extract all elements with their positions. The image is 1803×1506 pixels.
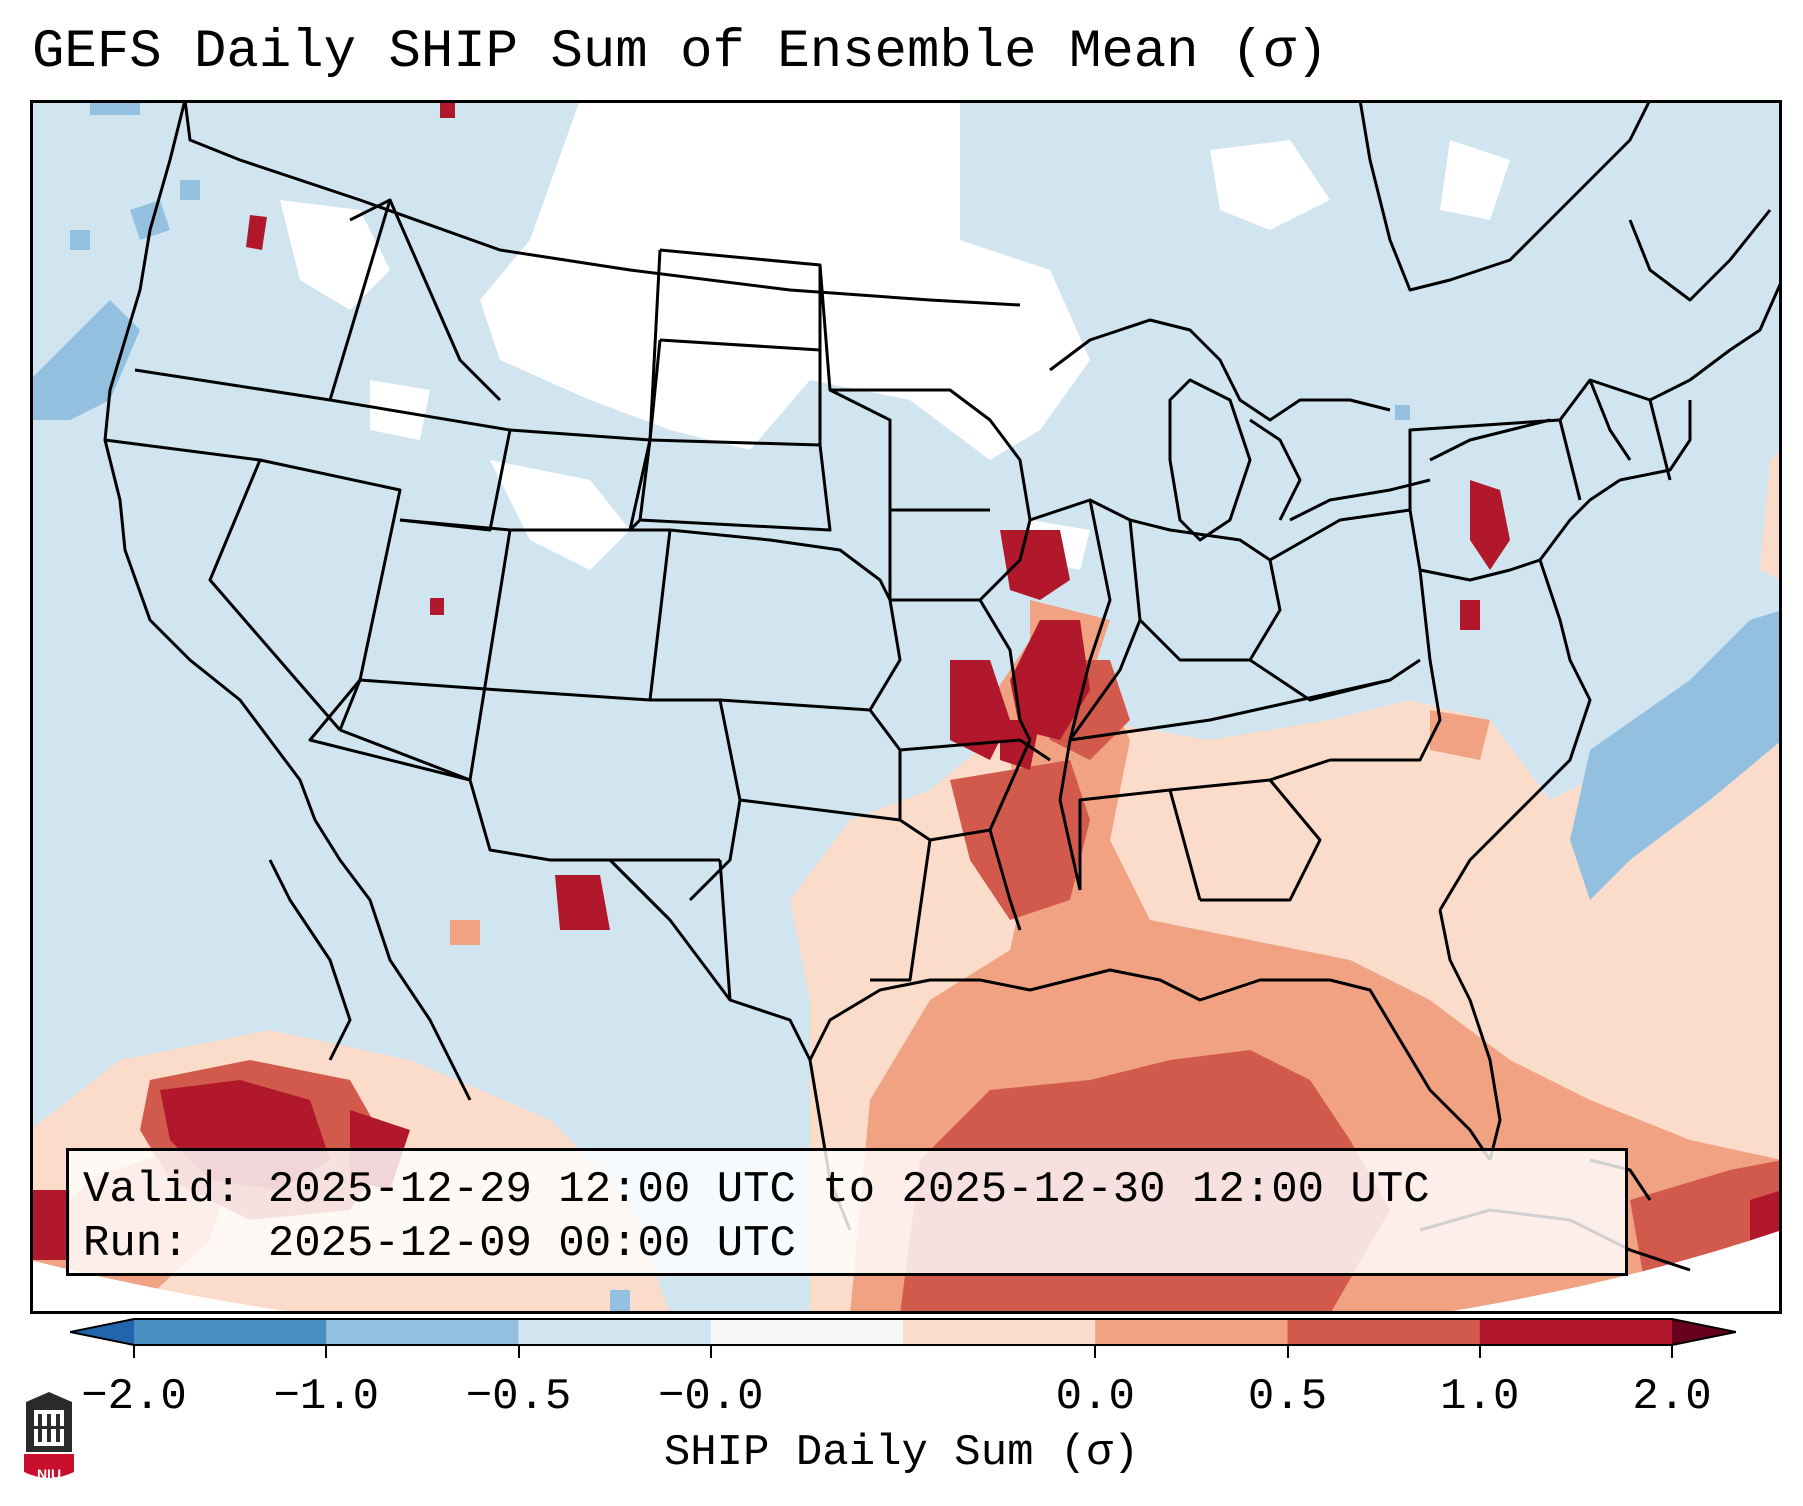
colorbar-tick [1671,1346,1673,1358]
colorbar-segment [326,1319,519,1345]
colorbar-tick [1094,1346,1097,1358]
colorbar-tick-label: 1.0 [1440,1372,1520,1422]
niu-logo: NIU [20,1392,78,1484]
state-boundaries [103,100,1782,1272]
colorbar-segment [134,1319,327,1345]
colorbar-tick-label: 0.0 [1055,1372,1135,1422]
colorbar-svg [69,1318,1737,1346]
colorbar-label: SHIP Daily Sum (σ) [663,1428,1140,1478]
colorbar-extend-high [1672,1319,1736,1345]
map-svg [30,100,1782,1314]
valid-label: Valid: [83,1165,242,1215]
colorbar-tick-label: 2.0 [1632,1372,1712,1422]
niu-logo-text: NIU [36,1466,62,1482]
valid-run-infobox: Valid: 2025-12-29 12:00 UTC to 2025-12-3… [66,1148,1628,1276]
field-extreme-positive [30,100,1782,1314]
colorbar-extend-low [70,1319,134,1345]
colorbar-segment [710,1319,904,1345]
map-panel [30,100,1782,1314]
field-negative [30,100,1782,1314]
colorbar-ticks: −2.0 −1.0 −0.5 −0.0 0.0 0.5 1.0 2.0 [0,1346,1803,1422]
valid-value: 2025-12-29 12:00 UTC to 2025-12-30 12:00… [267,1165,1430,1215]
colorbar-tick [1286,1346,1289,1358]
colorbar-segment [518,1319,712,1345]
projection-edge [30,1230,1782,1314]
map-frame [30,100,1782,1314]
colorbar-tick-label: −0.0 [657,1372,764,1422]
colorbar-segment [1287,1319,1481,1345]
niu-logo-mark [24,1392,74,1478]
colorbar-tick-label: −0.5 [465,1372,572,1422]
colorbar-segment [903,1319,1096,1345]
colorbar-tick-label: −1.0 [273,1372,380,1422]
colorbar-tick [133,1346,135,1358]
colorbar [69,1318,1737,1346]
colorbar-tick [1478,1346,1481,1358]
colorbar-tick-label: −2.0 [81,1372,187,1422]
colorbar-segment [1095,1319,1288,1345]
map-title: GEFS Daily SHIP Sum of Ensemble Mean (σ) [32,22,1329,83]
run-label: Run: [83,1219,189,1269]
colorbar-tick [709,1346,712,1358]
run-value: 2025-12-09 00:00 UTC [267,1219,796,1269]
colorbar-segment [1479,1319,1673,1345]
colorbar-tick-label: 0.5 [1247,1372,1328,1422]
colorbar-tick [325,1346,328,1358]
colorbar-tick [517,1346,520,1358]
